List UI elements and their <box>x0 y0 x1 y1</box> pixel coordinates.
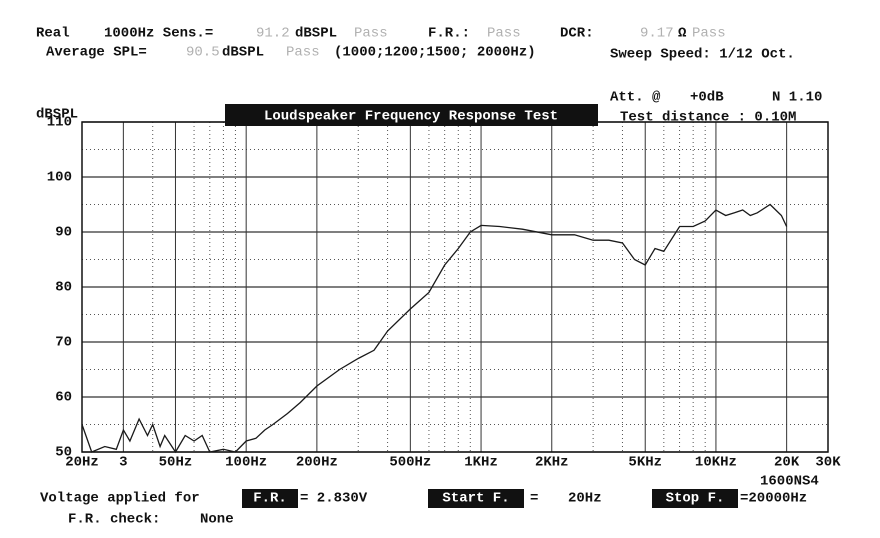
distance: Test distance : 0.10M <box>620 110 796 126</box>
response-line <box>81 203 788 454</box>
avg-freqs: (1000;1200;1500; 2000Hz) <box>334 45 536 61</box>
voltage-value: = 2.830V <box>300 491 368 507</box>
y-tick-label: 50 <box>55 445 72 461</box>
x-tick-label: 50Hz <box>159 455 193 471</box>
sens-unit: dBSPL <box>295 26 337 42</box>
start-eq: = <box>530 491 538 507</box>
y-axis-label: dBSPL <box>36 107 78 123</box>
avg-value: 90.5 <box>186 45 220 61</box>
title-box <box>225 104 598 126</box>
x-tick-label: 200Hz <box>296 455 338 471</box>
y-tick-label: 60 <box>55 390 72 406</box>
fr-button[interactable] <box>242 489 298 508</box>
y-tick-label: 90 <box>55 225 72 241</box>
sens-value: 91.2 <box>256 26 290 42</box>
dcr-result: Pass <box>692 26 726 42</box>
x-tick-label: 2KHz <box>535 455 569 471</box>
avg-unit: dBSPL <box>222 45 264 61</box>
start-button-label: Start F. <box>442 491 509 507</box>
x-tick-label: 500Hz <box>389 455 431 471</box>
x-tick-label: 20Hz <box>65 455 99 471</box>
chart-title: Loudspeaker Frequency Response Test <box>264 109 558 125</box>
x-tick-label: 10KHz <box>695 455 737 471</box>
dcr-label: DCR: <box>560 26 594 42</box>
x-tick-label: 5KHz <box>628 455 662 471</box>
y-tick-label: 70 <box>55 335 72 351</box>
start-button[interactable] <box>428 489 524 508</box>
fr-label: F.R.: <box>428 26 470 42</box>
stop-button[interactable] <box>652 489 738 508</box>
plot <box>81 121 829 454</box>
check-label: F.R. check: <box>68 512 160 528</box>
avg-result: Pass <box>286 45 320 61</box>
att-label: Att. @ <box>610 90 661 106</box>
sens-label: 1000Hz Sens.= <box>104 26 213 42</box>
stop-value: =20000Hz <box>740 491 807 507</box>
fr-result: Pass <box>487 26 521 42</box>
x-tick-label: 3 <box>119 455 127 471</box>
fr-button-label: F.R. <box>253 491 287 507</box>
check-value: None <box>200 512 234 528</box>
sweep: Sweep Speed: 1/12 Oct. <box>610 47 795 63</box>
y-tick-label: 100 <box>47 170 72 186</box>
x-tick-label: 1KHz <box>464 455 498 471</box>
footer-model: 1600NS4 <box>760 474 819 490</box>
att-value: +0dB <box>690 90 724 106</box>
x-tick-label: 100Hz <box>225 455 267 471</box>
voltage-label: Voltage applied for <box>40 491 200 507</box>
model: Real <box>36 26 70 42</box>
sens-result: Pass <box>354 26 388 42</box>
start-value: 20Hz <box>568 491 602 507</box>
y-tick-label: 110 <box>47 115 72 131</box>
x-tick-label: 20K <box>774 455 800 471</box>
version: N 1.10 <box>772 90 822 106</box>
dcr-unit: Ω <box>678 26 687 42</box>
avg-label: Average SPL= <box>46 45 147 61</box>
y-tick-label: 80 <box>55 280 72 296</box>
dcr-value: 9.17 <box>640 26 674 42</box>
stop-button-label: Stop F. <box>666 491 725 507</box>
x-tick-label: 30K <box>815 455 841 471</box>
